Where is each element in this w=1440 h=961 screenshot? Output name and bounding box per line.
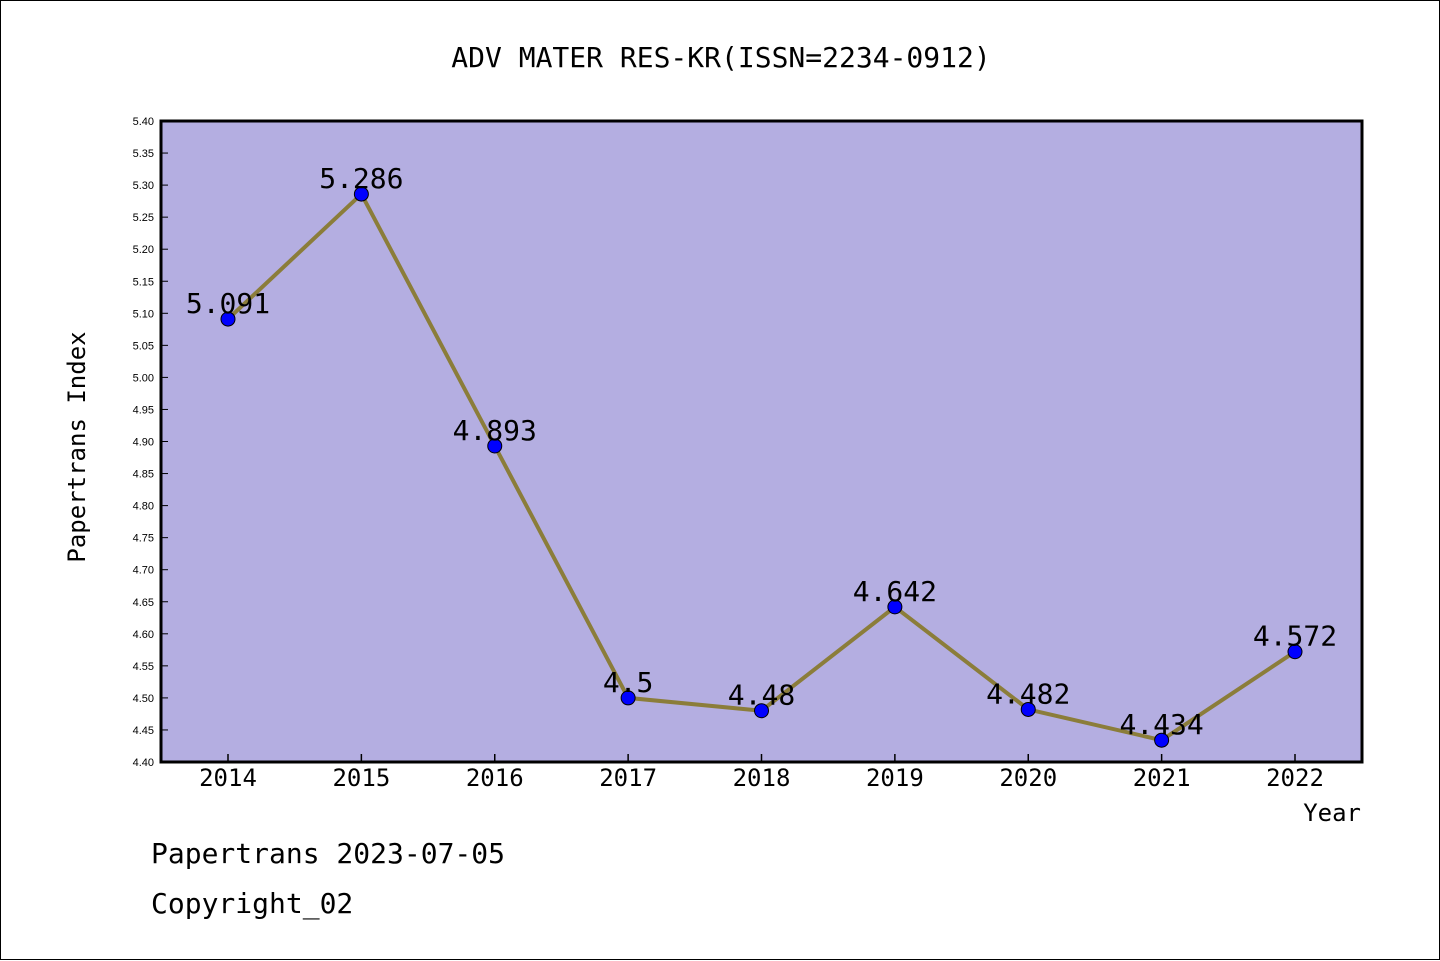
footer-copyright: Copyright_02 [151,887,354,920]
y-axis-label: Papertrans Index [63,331,91,562]
y-tick-label: 5.40 [133,116,154,128]
data-point [754,703,769,719]
x-tick-label: 2015 [332,764,390,792]
x-tick-label: 2014 [199,764,257,792]
y-tick-label: 4.80 [133,501,154,513]
data-label: 4.572 [1253,620,1337,653]
y-tick-label: 4.85 [133,469,154,481]
plot-area [159,119,1364,764]
x-axis: 2014 2015 2016 2017 2018 2019 2020 2021 2022 [199,754,1324,792]
data-label: 4.48 [728,679,795,712]
x-tick-label: 2020 [999,764,1057,792]
y-tick-label: 4.55 [133,661,154,673]
data-point [220,311,236,327]
data-point [620,690,636,706]
x-tick-label: 2018 [733,764,791,792]
y-tick-label: 4.70 [133,565,154,577]
data-label: 4.434 [1119,708,1203,741]
data-label: 4.5 [603,666,654,699]
y-tick-label: 5.20 [133,244,154,256]
y-tick-label: 5.15 [133,276,154,288]
x-tick-label: 2021 [1133,764,1191,792]
footer-date-label: Papertrans 2023-07-05 [151,837,506,870]
y-tick-label: 4.45 [133,725,154,737]
y-tick-label: 4.40 [133,757,154,769]
y-tick-label: 5.30 [133,180,154,192]
y-tick-label: 4.95 [133,404,154,416]
x-tick-label: 2019 [866,764,924,792]
data-point [1154,732,1170,748]
x-tick-label: 2016 [466,764,524,792]
y-tick-label: 4.65 [133,597,154,609]
data-label: 4.893 [453,414,537,447]
x-tick-label: 2022 [1266,764,1324,792]
y-tick-label: 4.90 [133,437,154,449]
data-point [887,599,903,615]
data-point [353,186,369,202]
series-group: 5.091 5.286 4.893 4.5 4.48 4.642 4.482 4.434 4.5… [186,162,1337,748]
chart-title: ADV MATER RES-KR(ISSN=2234-0912) [451,41,990,74]
data-point [487,438,503,454]
data-label: 5.286 [319,162,403,195]
data-point [1287,644,1303,660]
y-tick-label: 5.10 [133,308,154,320]
data-label: 4.642 [853,575,937,608]
x-axis-label: Year [1303,799,1361,827]
y-axis: 4.40 4.45 4.50 4.55 4.60 4.65 4.70 4.75 4.80 4.85… [133,116,168,769]
y-tick-label: 4.75 [133,533,154,545]
data-label: 5.091 [186,287,270,320]
y-tick-label: 4.60 [133,629,154,641]
data-label: 4.482 [986,677,1070,710]
data-point [1020,701,1036,717]
y-tick-label: 4.50 [133,693,154,705]
y-tick-label: 5.25 [133,212,154,224]
y-tick-label: 5.00 [133,372,154,384]
y-tick-label: 5.35 [133,148,154,160]
y-tick-label: 5.05 [133,340,154,352]
x-tick-label: 2017 [599,764,657,792]
